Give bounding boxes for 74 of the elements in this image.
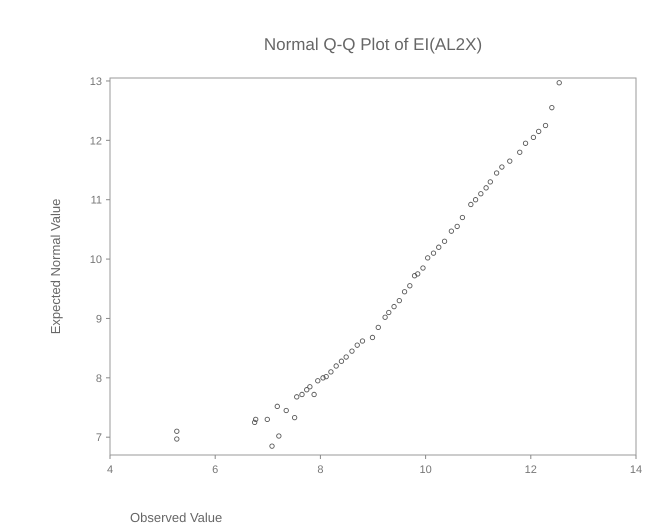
point (556, 80, 562, 86)
point (174, 428, 180, 434)
point (499, 164, 505, 170)
point (478, 191, 484, 196)
point (549, 105, 554, 110)
chart-title: Normal Q-Q Plot of EI(AL2X) (264, 35, 482, 54)
point (522, 140, 528, 146)
point (382, 314, 388, 320)
point (391, 304, 397, 310)
point (292, 414, 298, 420)
point (460, 214, 466, 220)
point (299, 392, 305, 398)
point (328, 369, 334, 375)
point (412, 273, 418, 278)
x-tick-label: 10 (419, 464, 432, 476)
point (311, 392, 317, 398)
y-tick-label: 13 (90, 76, 102, 88)
point (425, 255, 430, 261)
point (436, 244, 442, 250)
x-tick-label: 8 (317, 464, 324, 476)
y-tick-label: 12 (90, 135, 102, 148)
y-tick-label: 10 (90, 254, 102, 266)
y-tick-label: 9 (96, 313, 102, 326)
x-tick-label: 12 (524, 464, 537, 476)
point (483, 185, 489, 190)
point (376, 324, 381, 330)
point (264, 416, 270, 422)
point (320, 375, 326, 380)
point (407, 283, 412, 288)
point (307, 384, 313, 390)
point (542, 122, 548, 128)
y-tick-label: 8 (96, 372, 102, 385)
point (454, 224, 460, 230)
point (360, 338, 366, 344)
point (442, 238, 448, 244)
x-axis-title: Observed Value (130, 510, 222, 525)
x-tick-label: 14 (630, 464, 642, 476)
point (253, 416, 258, 422)
point (536, 128, 542, 134)
point (324, 374, 329, 380)
point (276, 433, 282, 439)
point (338, 358, 344, 364)
point (472, 197, 478, 202)
point (430, 250, 436, 256)
point (294, 394, 300, 400)
y-axis-title: Expected Normal Value (48, 198, 63, 334)
point (354, 342, 360, 348)
point (349, 348, 355, 354)
point (402, 289, 408, 294)
point (517, 150, 522, 155)
point (284, 408, 289, 414)
point (468, 202, 474, 208)
point (269, 443, 275, 449)
point (494, 170, 500, 176)
point (252, 420, 258, 425)
point (370, 334, 376, 340)
point (334, 363, 339, 369)
point (396, 298, 402, 304)
point (507, 158, 512, 164)
y-tick-label: 7 (96, 432, 102, 444)
point (304, 387, 310, 392)
point (530, 134, 536, 140)
point (415, 271, 420, 277)
point (274, 404, 280, 409)
x-tick-label: 6 (212, 464, 218, 476)
x-tick-label: 4 (106, 464, 114, 476)
point (344, 354, 349, 360)
point (174, 436, 180, 442)
point (420, 265, 426, 271)
y-tick-label: 11 (90, 194, 102, 207)
point (488, 179, 493, 185)
point (386, 310, 392, 316)
point (448, 228, 454, 234)
point (315, 378, 320, 384)
